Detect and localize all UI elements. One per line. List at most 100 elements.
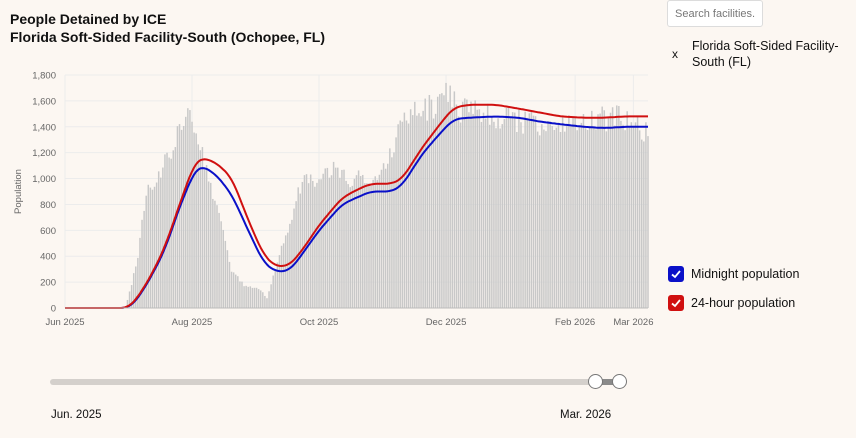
daily-bar	[436, 96, 439, 308]
y-tick-label: 1,600	[32, 96, 56, 107]
daily-bar	[626, 111, 628, 308]
slider-end-handle[interactable]	[612, 374, 627, 389]
daily-bar	[624, 130, 626, 308]
daily-bar	[609, 112, 612, 309]
daily-bar	[532, 115, 535, 308]
daily-bar	[474, 100, 476, 308]
daily-bar	[180, 129, 183, 308]
daily-bar	[166, 152, 168, 308]
daily-bar	[641, 139, 643, 308]
daily-bar	[384, 168, 387, 308]
daily-bar	[620, 120, 622, 309]
daily-bar	[441, 93, 443, 308]
daily-bar	[272, 275, 274, 308]
daily-bar	[503, 119, 506, 308]
slider-track[interactable]	[50, 379, 626, 385]
daily-bar	[343, 169, 345, 308]
daily-bar	[559, 131, 562, 308]
daily-bar	[568, 115, 570, 308]
daily-bar	[322, 173, 324, 308]
daily-bar	[511, 112, 514, 309]
daily-bar	[597, 114, 599, 309]
daily-bar	[643, 141, 645, 308]
daily-bar	[430, 99, 433, 308]
daily-bar	[214, 200, 216, 308]
daily-bar	[345, 180, 347, 308]
daily-bar	[428, 94, 431, 309]
slider-selected-range	[595, 379, 619, 385]
daily-bar	[518, 109, 520, 308]
daily-bar	[297, 187, 299, 308]
daily-bar	[339, 177, 341, 308]
daily-bar	[524, 111, 526, 309]
daily-bar	[468, 112, 470, 309]
range-start-label: Jun. 2025	[51, 409, 102, 421]
daily-bar	[491, 116, 493, 308]
daily-bar	[645, 122, 647, 308]
daily-bar	[486, 103, 489, 308]
checkbox-checked-icon[interactable]	[668, 295, 684, 311]
daily-bar	[482, 112, 485, 308]
daily-bar	[634, 122, 637, 308]
daily-bar	[520, 122, 522, 308]
daily-bar	[289, 223, 291, 308]
daily-bar	[622, 124, 624, 309]
daily-bar	[353, 178, 356, 308]
daily-bar	[295, 201, 297, 308]
daily-bar	[334, 167, 337, 308]
daily-bar	[324, 168, 327, 308]
daily-bar	[580, 122, 583, 309]
daily-bar	[391, 157, 393, 308]
daily-bar	[149, 187, 152, 308]
daily-bar	[316, 182, 318, 308]
daily-bar	[572, 117, 574, 308]
daily-bar	[241, 281, 243, 308]
daily-bar	[137, 257, 139, 308]
daily-bar	[593, 126, 595, 308]
daily-bar	[330, 175, 333, 308]
daily-bar	[207, 181, 210, 308]
x-tick-label: Jun 2025	[45, 317, 84, 328]
daily-bar	[630, 122, 633, 308]
daily-bar	[282, 243, 285, 308]
daily-bar	[266, 298, 268, 308]
slider-start-handle[interactable]	[588, 374, 603, 389]
daily-bar	[495, 128, 497, 308]
daily-bar	[303, 175, 306, 308]
daily-bar	[380, 169, 383, 308]
daily-bar	[434, 113, 437, 308]
daily-bar	[457, 116, 460, 309]
daily-bar	[151, 189, 154, 308]
daily-bar	[405, 120, 408, 308]
daily-bar	[416, 115, 418, 308]
legend-item-24hour[interactable]: 24-hour population	[668, 294, 799, 312]
daily-bar	[507, 107, 510, 308]
x-tick-label: Oct 2025	[300, 317, 339, 328]
search-facilities-input[interactable]	[667, 0, 763, 27]
daily-bar	[588, 125, 591, 309]
y-tick-label: 600	[40, 226, 56, 237]
daily-bar	[257, 289, 260, 308]
remove-facility-button[interactable]: x	[672, 47, 678, 61]
date-range-slider[interactable]	[50, 370, 630, 394]
daily-bar	[203, 168, 206, 308]
daily-bar	[401, 121, 404, 308]
daily-bar	[368, 183, 370, 308]
checkbox-checked-icon[interactable]	[668, 266, 684, 282]
daily-bar	[234, 274, 237, 308]
daily-bar	[222, 229, 224, 308]
daily-bar	[185, 116, 187, 308]
daily-bar	[126, 299, 129, 308]
daily-bar	[599, 113, 601, 308]
daily-bar	[201, 147, 204, 308]
daily-bar	[409, 109, 412, 308]
daily-bar	[426, 120, 429, 308]
x-tick-label: Dec 2025	[426, 317, 467, 328]
daily-bar	[555, 127, 558, 308]
legend-item-midnight[interactable]: Midnight population	[668, 265, 799, 283]
daily-bar	[328, 177, 331, 308]
daily-bar	[341, 169, 343, 308]
daily-bar	[255, 287, 258, 308]
daily-bar	[586, 130, 589, 308]
daily-bar	[237, 276, 239, 308]
